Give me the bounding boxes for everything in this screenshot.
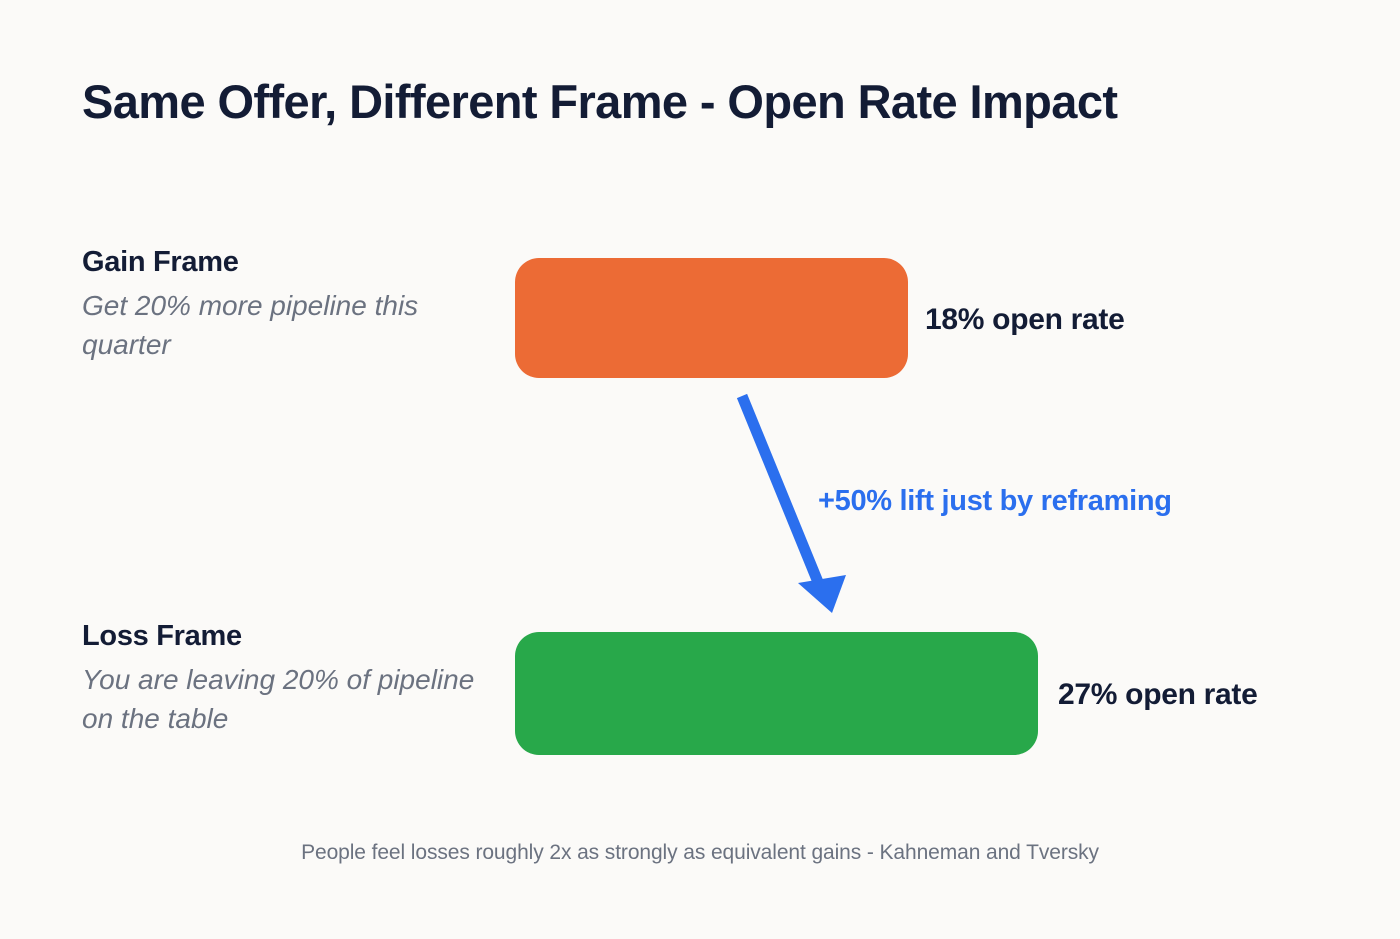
frame-label-gain: Gain Frame Get 20% more pipeline this qu… (82, 246, 492, 365)
frame-description-loss: You are leaving 20% of pipeline on the t… (82, 664, 475, 734)
footer-caption: People feel losses roughly 2x as strongl… (301, 841, 1099, 864)
frame-name-loss: Loss Frame (82, 620, 242, 652)
bar-gain-frame (515, 258, 908, 378)
lift-annotation: +50% lift just by reframing (818, 485, 1172, 517)
bar-row-gain-frame: Gain Frame Get 20% more pipeline this qu… (0, 246, 1400, 391)
bar-row-loss-frame: Loss Frame You are leaving 20% of pipeli… (0, 620, 1400, 768)
bar-value-loss-frame: 27% open rate (1058, 678, 1258, 711)
frame-description-gain: Get 20% more pipeline this quarter (82, 290, 419, 360)
page-title: Same Offer, Different Frame - Open Rate … (82, 75, 1118, 128)
bar-value-gain-frame: 18% open rate (925, 303, 1125, 336)
frame-label-loss: Loss Frame You are leaving 20% of pipeli… (82, 620, 492, 739)
bar-loss-frame (515, 632, 1038, 755)
down-right-arrow-icon (736, 393, 846, 613)
frame-name-gain: Gain Frame (82, 246, 239, 278)
